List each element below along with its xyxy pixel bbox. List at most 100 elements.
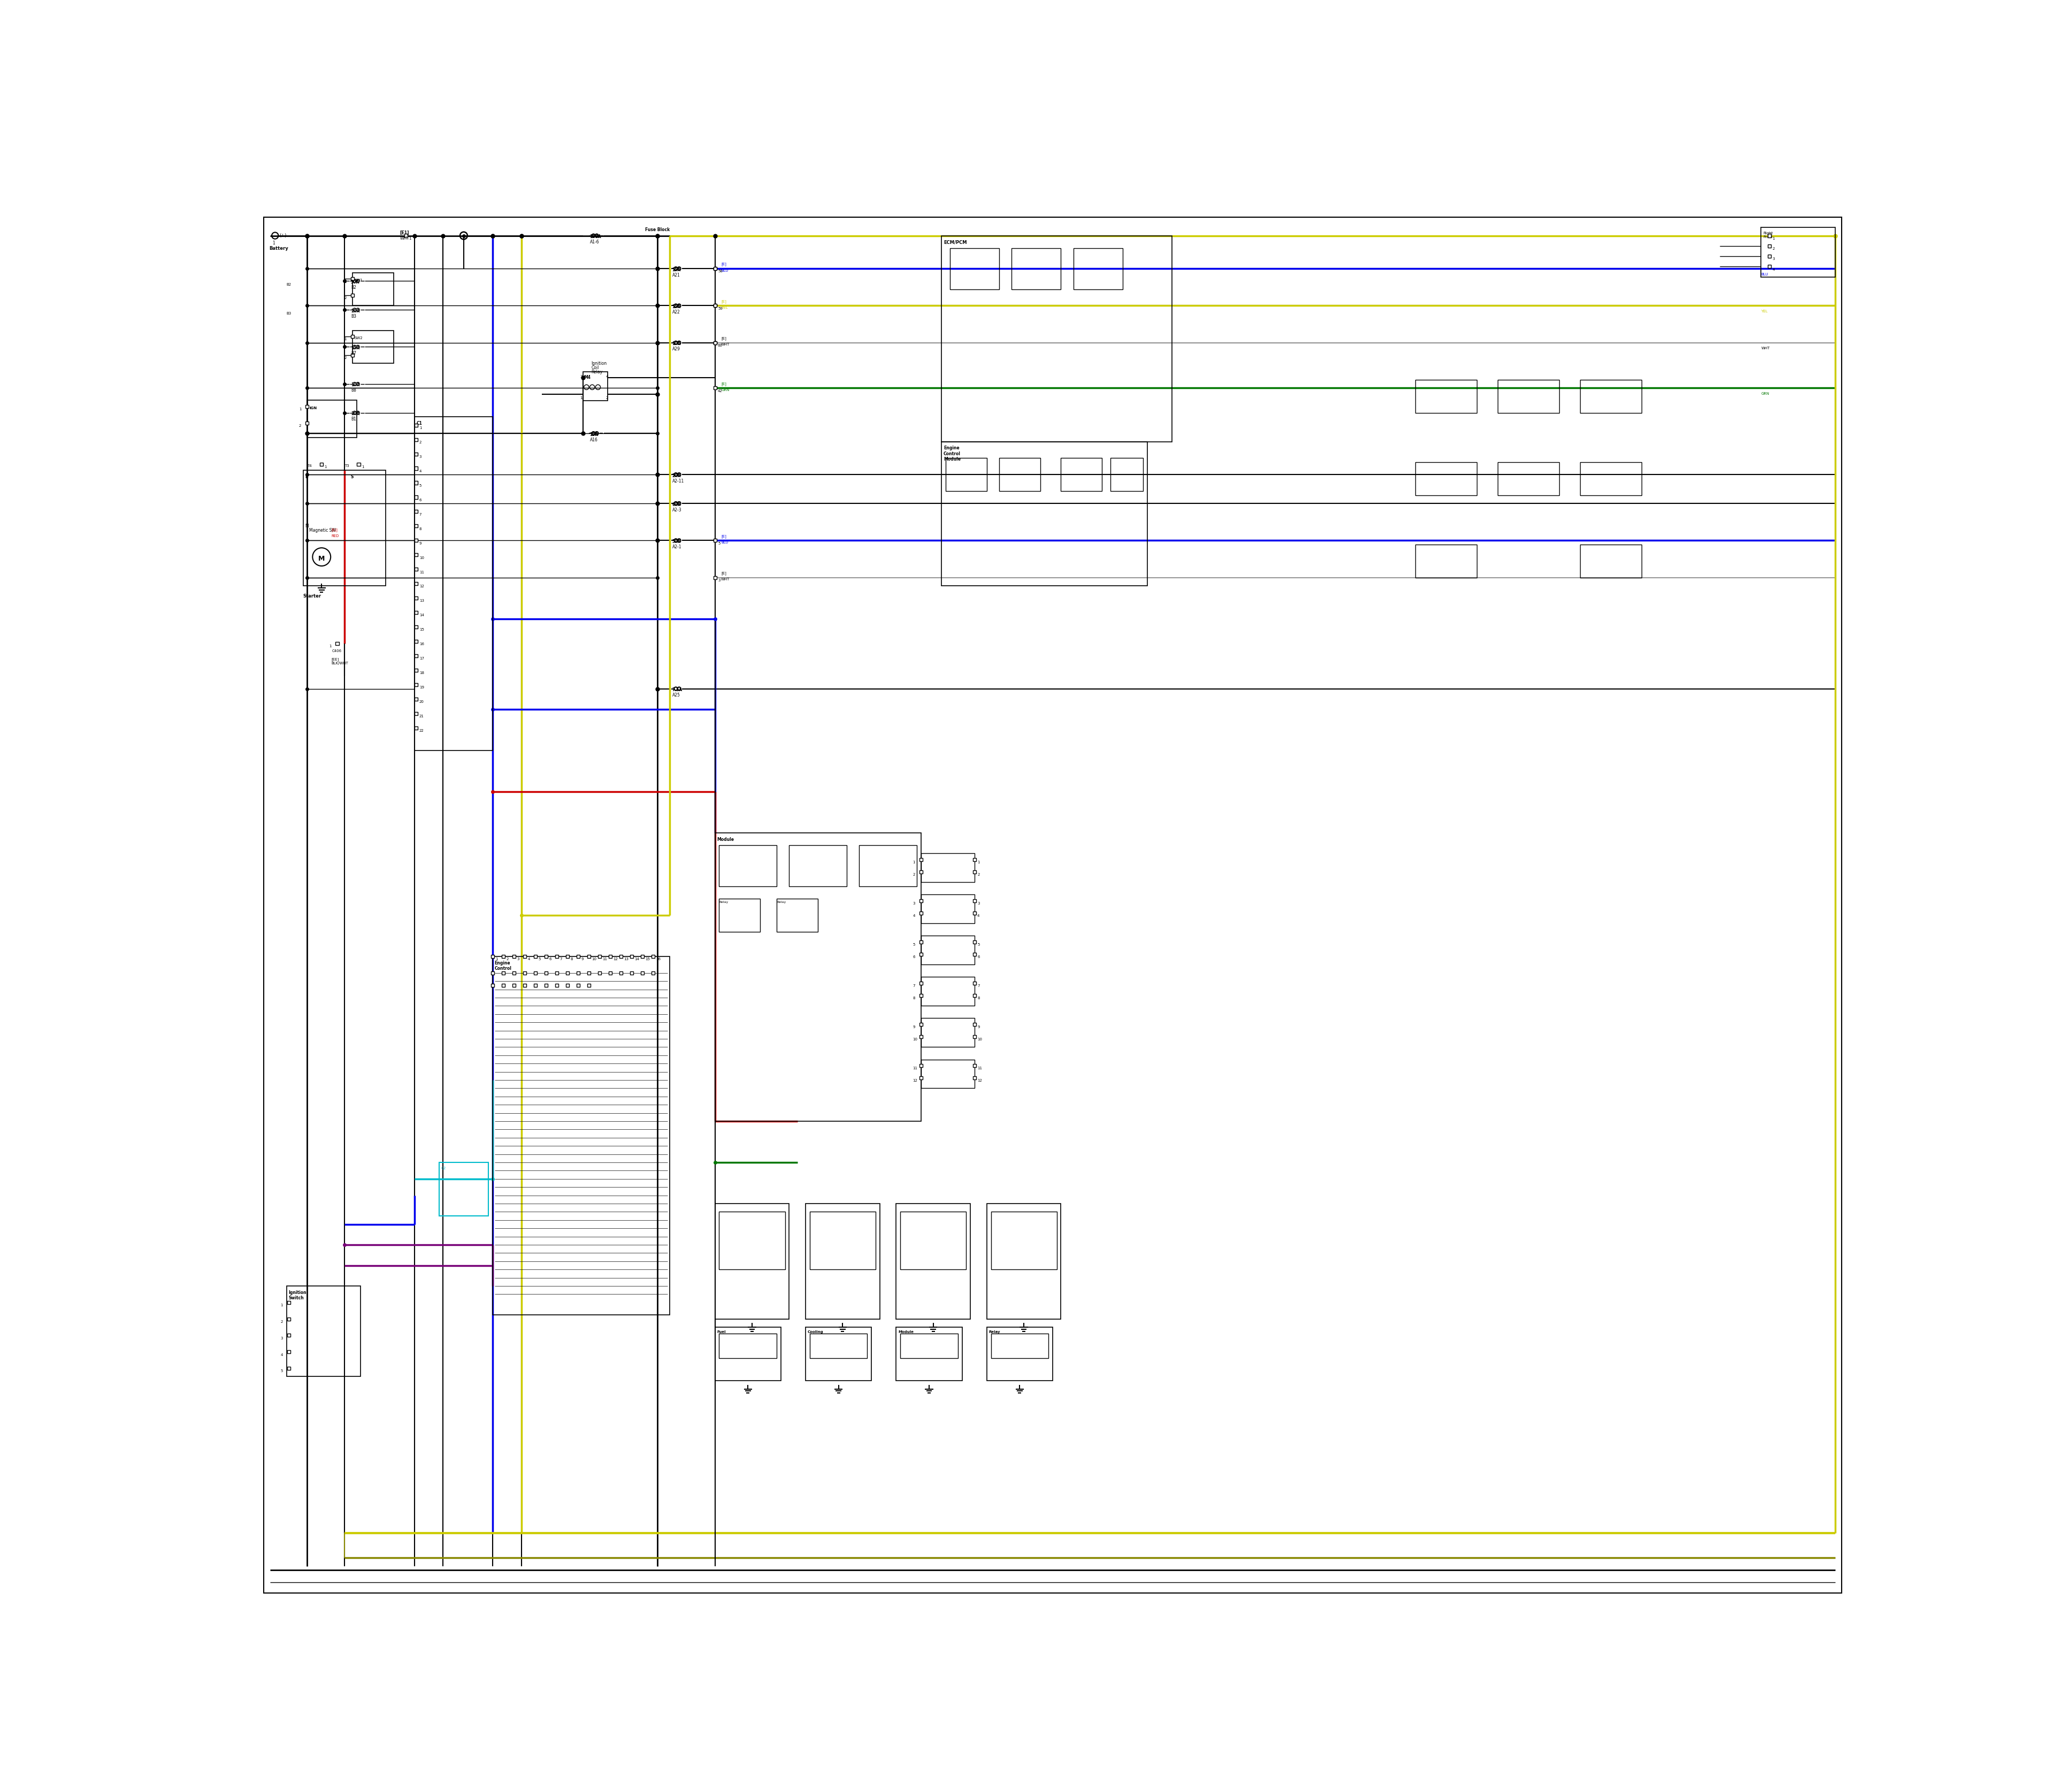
Bar bbox=[920, 953, 922, 957]
Bar bbox=[974, 941, 976, 944]
Bar bbox=[789, 846, 846, 887]
Text: 2: 2 bbox=[345, 357, 347, 360]
Bar bbox=[524, 971, 526, 975]
Bar bbox=[357, 462, 359, 466]
Text: (+): (+) bbox=[279, 233, 286, 238]
Bar bbox=[974, 858, 976, 862]
Bar bbox=[631, 955, 633, 959]
Text: 3: 3 bbox=[579, 375, 581, 378]
Bar bbox=[1497, 462, 1559, 495]
Bar bbox=[1415, 545, 1477, 577]
Text: Cooling: Cooling bbox=[807, 1330, 824, 1333]
Bar bbox=[715, 1204, 789, 1319]
Text: 12: 12 bbox=[614, 957, 618, 961]
Text: [E]: [E] bbox=[721, 337, 727, 340]
Text: B3: B3 bbox=[351, 314, 355, 319]
Text: WHT: WHT bbox=[401, 235, 409, 240]
Text: [E]: [E] bbox=[721, 382, 727, 385]
Text: 18: 18 bbox=[419, 672, 423, 674]
Text: 1: 1 bbox=[329, 645, 331, 649]
Text: 3: 3 bbox=[518, 957, 520, 961]
Text: 7: 7 bbox=[978, 984, 980, 987]
Bar bbox=[809, 1211, 875, 1269]
Text: 3: 3 bbox=[419, 455, 421, 459]
Bar bbox=[415, 726, 417, 729]
Text: IGN: IGN bbox=[310, 407, 316, 410]
Bar bbox=[598, 971, 602, 975]
Text: 1: 1 bbox=[495, 957, 497, 961]
Text: Engine
Control
Module: Engine Control Module bbox=[943, 446, 961, 462]
Bar bbox=[920, 858, 922, 862]
Text: 6: 6 bbox=[912, 955, 914, 959]
Bar bbox=[534, 955, 536, 959]
Bar bbox=[583, 371, 608, 400]
Text: 4: 4 bbox=[528, 957, 530, 961]
Text: 11: 11 bbox=[602, 957, 608, 961]
Text: 1: 1 bbox=[1773, 237, 1775, 240]
Text: ECM/PCM: ECM/PCM bbox=[943, 240, 967, 244]
Text: T3: T3 bbox=[345, 464, 349, 468]
Text: A25: A25 bbox=[672, 694, 680, 697]
Bar bbox=[501, 984, 505, 987]
Text: 50A: 50A bbox=[672, 539, 680, 545]
Text: 1: 1 bbox=[345, 337, 347, 340]
Text: B7: B7 bbox=[351, 351, 355, 357]
Text: 6: 6 bbox=[978, 955, 980, 959]
Text: 7.5A: 7.5A bbox=[672, 688, 682, 692]
Bar bbox=[920, 1077, 922, 1079]
Text: C2: C2 bbox=[442, 1167, 446, 1170]
Bar bbox=[335, 642, 339, 645]
Bar bbox=[415, 480, 417, 484]
Text: A21: A21 bbox=[672, 272, 680, 278]
Bar bbox=[415, 466, 417, 470]
Text: 9: 9 bbox=[912, 1025, 914, 1029]
Text: 6: 6 bbox=[548, 957, 550, 961]
Text: 4: 4 bbox=[912, 914, 914, 918]
Text: A16: A16 bbox=[589, 437, 598, 443]
Text: A2-1: A2-1 bbox=[672, 545, 682, 550]
Bar bbox=[353, 272, 394, 306]
Text: 3: 3 bbox=[281, 1337, 283, 1340]
Text: 14: 14 bbox=[419, 613, 423, 616]
Text: YEL: YEL bbox=[1760, 310, 1768, 314]
Bar bbox=[577, 971, 579, 975]
Bar bbox=[544, 955, 548, 959]
Text: GRN: GRN bbox=[721, 389, 729, 392]
Bar bbox=[415, 625, 417, 629]
Bar bbox=[415, 654, 417, 658]
Bar bbox=[719, 1333, 776, 1358]
Bar bbox=[415, 597, 417, 600]
Bar bbox=[1062, 459, 1103, 491]
Bar bbox=[415, 640, 417, 643]
Bar bbox=[896, 1204, 969, 1319]
Bar bbox=[415, 511, 417, 513]
Bar bbox=[713, 387, 717, 389]
Text: M4: M4 bbox=[583, 375, 592, 380]
Bar bbox=[920, 894, 974, 923]
Text: BLU: BLU bbox=[721, 269, 729, 272]
Bar bbox=[920, 912, 922, 916]
Bar bbox=[491, 971, 495, 975]
Bar bbox=[631, 971, 633, 975]
Text: 5: 5 bbox=[978, 943, 980, 946]
Bar bbox=[440, 1163, 489, 1217]
Bar bbox=[304, 471, 386, 586]
Bar bbox=[555, 971, 559, 975]
Text: Coil: Coil bbox=[592, 366, 600, 371]
Text: 10: 10 bbox=[419, 556, 423, 559]
Bar bbox=[974, 1064, 976, 1068]
Bar bbox=[920, 1059, 974, 1088]
Text: T4: T4 bbox=[308, 464, 312, 468]
Bar bbox=[415, 568, 417, 572]
Text: 9: 9 bbox=[978, 1025, 980, 1029]
Text: 30A: 30A bbox=[351, 280, 359, 285]
Text: YEL: YEL bbox=[721, 306, 727, 310]
Bar bbox=[900, 1333, 957, 1358]
Text: [EJ]: [EJ] bbox=[331, 529, 337, 532]
Bar bbox=[1580, 380, 1641, 412]
Text: 2: 2 bbox=[978, 873, 980, 876]
Bar bbox=[565, 971, 569, 975]
Bar bbox=[587, 971, 592, 975]
Text: 2: 2 bbox=[300, 425, 302, 428]
Bar bbox=[288, 1301, 290, 1305]
